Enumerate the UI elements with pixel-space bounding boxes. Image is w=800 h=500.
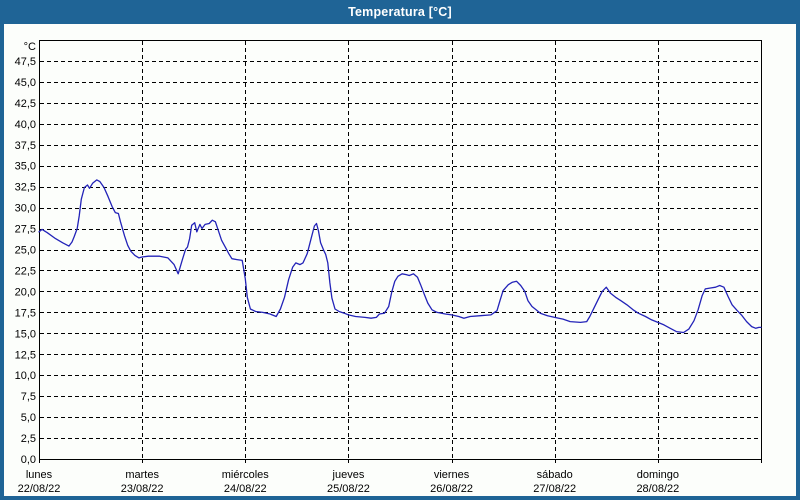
day-date-label: 23/08/22 (121, 483, 164, 495)
svg-text:40,0: 40,0 (15, 119, 36, 131)
window-titlebar: Temperatura [°C] (4, 0, 796, 24)
svg-text:15,0: 15,0 (15, 328, 36, 340)
day-name-label: viernes (434, 469, 470, 481)
day-date-label: 27/08/22 (533, 483, 576, 495)
y-axis-labels: 0,0 2,5 5,0 7,5 10,0 12,5 15,0 17,5 20,0 22,5 25,0… (15, 41, 36, 466)
day-name-label: jueves (332, 469, 365, 481)
day-date-label: 28/08/22 (636, 483, 679, 495)
svg-text:2,5: 2,5 (21, 433, 36, 445)
window-title: Temperatura [°C] (348, 5, 452, 19)
svg-text:20,0: 20,0 (15, 286, 36, 298)
day-name-label: lunes (26, 469, 53, 481)
temperature-curve (38, 179, 762, 334)
day-date-label: 22/08/22 (18, 483, 61, 495)
svg-text:30,0: 30,0 (15, 203, 36, 215)
svg-text:7,5: 7,5 (21, 391, 36, 403)
day-date-label: 25/08/22 (327, 483, 370, 495)
svg-text:42,5: 42,5 (15, 98, 36, 110)
svg-text:47,5: 47,5 (15, 56, 36, 68)
grid-lines (40, 41, 760, 458)
svg-text:27,5: 27,5 (15, 224, 36, 236)
plot-border (39, 40, 762, 463)
svg-text:25,0: 25,0 (15, 245, 36, 257)
day-name-label: miércoles (222, 469, 270, 481)
svg-text:12,5: 12,5 (15, 349, 36, 361)
day-date-label: 24/08/22 (224, 483, 267, 495)
svg-text:37,5: 37,5 (15, 140, 36, 152)
day-name-label: martes (125, 469, 159, 481)
day-name-label: sábado (537, 469, 573, 481)
svg-text:17,5: 17,5 (15, 307, 36, 319)
y-unit-label: °C (24, 41, 36, 53)
svg-text:45,0: 45,0 (15, 77, 36, 89)
svg-text:0,0: 0,0 (21, 454, 36, 466)
day-date-label: 26/08/22 (430, 483, 473, 495)
svg-text:10,0: 10,0 (15, 370, 36, 382)
svg-text:22,5: 22,5 (15, 265, 36, 277)
day-name-label: domingo (637, 469, 679, 481)
temperature-chart: 0,0 2,5 5,0 7,5 10,0 12,5 15,0 17,5 20,0 22,5 25,0… (15, 40, 762, 495)
svg-text:35,0: 35,0 (15, 161, 36, 173)
svg-text:5,0: 5,0 (21, 412, 36, 424)
x-axis-labels: lunes 22/08/22 martes 23/08/22 miércoles 24/0… (18, 469, 680, 495)
svg-text:32,5: 32,5 (15, 182, 36, 194)
